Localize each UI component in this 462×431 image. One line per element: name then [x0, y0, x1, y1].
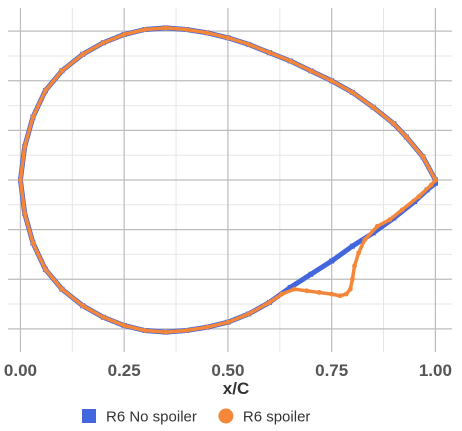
data-point	[246, 311, 252, 317]
data-point	[362, 237, 368, 242]
data-point	[142, 328, 148, 333]
data-point	[204, 324, 210, 330]
x-tick-label: 0.00	[4, 361, 37, 380]
data-point	[22, 210, 27, 216]
data-point	[59, 68, 65, 74]
data-point	[225, 35, 231, 41]
data-point	[80, 51, 86, 57]
data-point	[204, 30, 210, 36]
data-point	[121, 323, 127, 328]
data-point	[308, 271, 314, 277]
data-point	[374, 223, 380, 229]
data-point	[163, 329, 169, 335]
data-point	[121, 32, 127, 37]
data-point	[343, 291, 349, 297]
data-point	[329, 258, 335, 264]
data-point	[101, 40, 106, 46]
x-tick-label: 0.75	[315, 361, 348, 380]
data-point	[184, 27, 189, 32]
data-point	[30, 114, 36, 120]
data-point	[347, 286, 353, 292]
legend-label: R6 No spoiler	[106, 409, 197, 426]
data-point	[420, 154, 426, 160]
data-point	[42, 266, 48, 272]
x-axis-title: x/C	[223, 379, 249, 398]
x-tick-labels: 0.00 0.25 0.50 0.75 1.00	[4, 361, 452, 380]
data-point	[308, 68, 314, 74]
data-point	[337, 293, 343, 299]
data-point	[433, 177, 438, 183]
data-point	[225, 319, 231, 325]
data-point	[316, 290, 322, 295]
data-point	[101, 314, 106, 320]
series-spoiler	[18, 25, 438, 335]
data-point	[329, 78, 335, 84]
data-point	[428, 182, 434, 188]
data-point	[304, 288, 310, 294]
data-point	[356, 250, 362, 256]
legend-marker-square	[82, 409, 96, 423]
legend: R6 No spoiler R6 spoiler	[82, 408, 311, 426]
data-point	[432, 180, 438, 186]
data-point	[416, 194, 422, 199]
data-point	[291, 286, 297, 292]
data-point	[18, 177, 23, 183]
legend-marker-circle	[218, 408, 234, 424]
data-point	[267, 50, 272, 56]
data-point	[287, 285, 293, 290]
data-point	[287, 58, 293, 64]
data-point	[279, 291, 285, 297]
data-point	[391, 121, 397, 127]
data-point	[350, 276, 355, 282]
series-layer	[17, 25, 438, 335]
x-tick-label: 0.25	[108, 361, 141, 380]
data-point	[387, 217, 393, 223]
data-point	[184, 328, 189, 333]
data-point	[350, 89, 355, 95]
x-tick-label: 1.00	[419, 361, 452, 380]
x-tick-label: 0.50	[211, 361, 244, 380]
data-point	[22, 144, 27, 150]
data-point	[267, 299, 272, 305]
data-point	[329, 291, 335, 297]
data-point	[370, 104, 376, 110]
data-point	[163, 25, 169, 31]
data-point	[246, 41, 252, 47]
data-point	[30, 240, 36, 246]
data-point	[349, 243, 355, 249]
data-point	[352, 263, 357, 269]
data-point	[399, 207, 405, 213]
data-point	[59, 286, 65, 292]
data-point	[403, 134, 409, 140]
data-point	[142, 27, 148, 32]
legend-label: R6 spoiler	[243, 409, 311, 426]
data-point	[80, 303, 86, 309]
data-point	[42, 88, 48, 94]
